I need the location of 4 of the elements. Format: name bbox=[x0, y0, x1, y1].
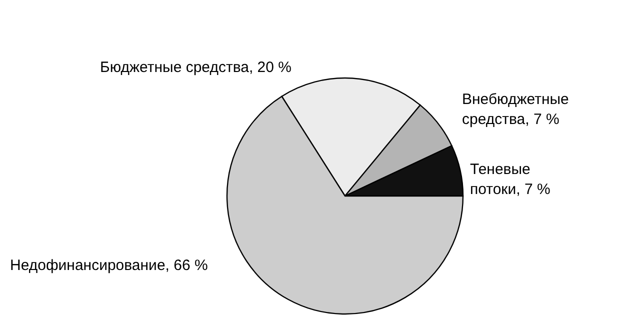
slice-label: Внебюджетные средства, 7 % bbox=[462, 91, 569, 128]
slice-label: Бюджетные средства, 20 % bbox=[100, 59, 292, 76]
slice-label: Теневые потоки, 7 % bbox=[470, 161, 550, 198]
slice-label: Недофинансирование, 66 % bbox=[10, 257, 208, 274]
